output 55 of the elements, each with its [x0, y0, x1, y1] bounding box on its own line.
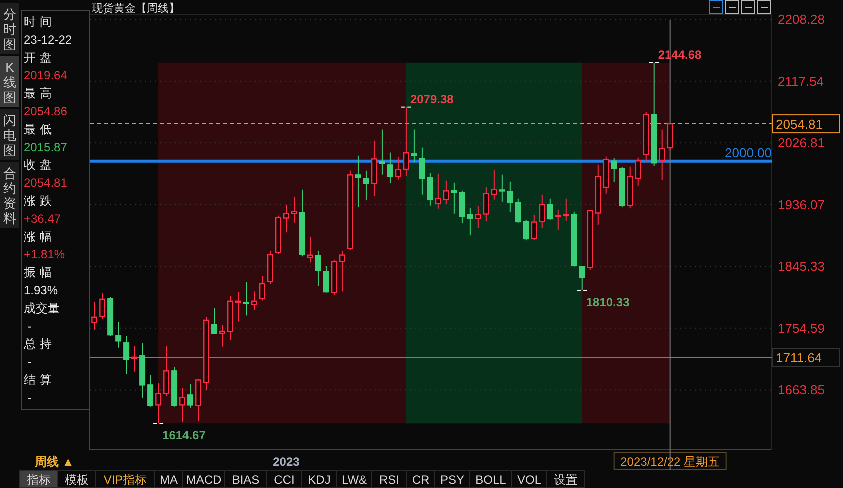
text: 结算	[24, 373, 56, 387]
text: 成交量	[24, 301, 60, 316]
y-tick-label: 2117.54	[778, 74, 824, 89]
y-tick-label: 2026.81	[778, 136, 825, 151]
text: 模板	[65, 473, 89, 487]
ref-line-label: 2054.81	[776, 117, 823, 132]
y-tick-label: 1754.59	[778, 320, 825, 336]
text: 周线 ▲	[34, 455, 74, 469]
annotation: 2079.38	[410, 92, 454, 106]
text: 总持	[23, 337, 56, 352]
ref-line-label: 1711.64	[776, 350, 822, 366]
x-tick-label: 2023	[273, 455, 300, 469]
text: 收盘	[24, 158, 56, 172]
y-tick-label: 1845.33	[778, 259, 825, 274]
text: 最高	[24, 86, 56, 101]
text: VOL	[517, 473, 542, 487]
text: VIP指标	[104, 473, 148, 487]
y-tick-label: 1663.85	[778, 382, 825, 398]
text: PSY	[440, 473, 465, 487]
text: 时间	[24, 15, 56, 29]
annotation: 1810.33	[586, 295, 630, 310]
text: 振幅	[24, 266, 56, 280]
text: BIAS	[232, 473, 260, 487]
text: 2015.87	[24, 140, 68, 154]
text: -	[28, 319, 32, 334]
x-tick-label: 2023/12/22 星期五	[620, 455, 720, 469]
text: 最低	[24, 122, 56, 136]
text: MACD	[186, 473, 222, 487]
y-tick-label: 2208.28	[778, 12, 825, 28]
text: MA	[160, 473, 178, 487]
text: BOLL	[476, 473, 507, 487]
text: 1.93%	[24, 284, 58, 298]
text: CCI	[274, 473, 295, 487]
text: +36.47	[24, 212, 62, 226]
annotation: 2144.68	[658, 48, 702, 62]
text: RSI	[379, 473, 400, 487]
text: KDJ	[308, 473, 331, 487]
y-tick-label: 1936.07	[778, 197, 825, 212]
text: 2054.86	[24, 104, 68, 118]
text: 开盘	[24, 50, 56, 65]
text: 指标	[26, 473, 51, 487]
text: CR	[412, 473, 430, 487]
text: 涨幅	[24, 230, 56, 244]
text: 涨跌	[24, 194, 56, 208]
text: LW&	[342, 473, 368, 487]
ref-line-label: 2000.00	[725, 145, 772, 160]
text: -	[28, 390, 32, 405]
text: 设置	[554, 473, 578, 487]
text: -	[28, 355, 32, 370]
text: 2054.81	[24, 176, 68, 190]
chart-title: 现货黄金【周线】	[92, 2, 180, 15]
annotation: 1614.67	[162, 428, 206, 443]
text: +1.81%	[24, 248, 66, 262]
text: 2019.64	[24, 68, 68, 83]
text: 23-12-22	[24, 32, 72, 47]
